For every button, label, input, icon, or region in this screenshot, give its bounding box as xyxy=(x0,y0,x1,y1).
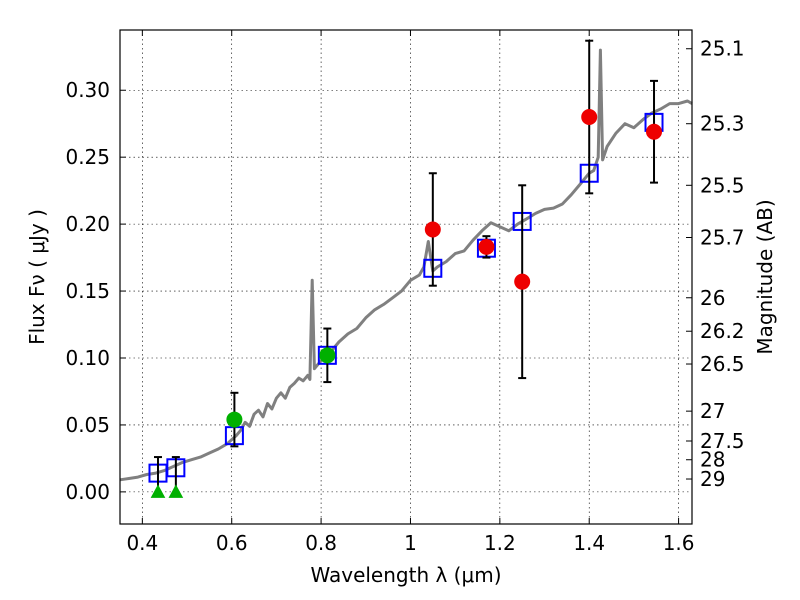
plot-frame xyxy=(119,29,693,525)
observed-point xyxy=(646,123,663,140)
y-tick-label: 0.25 xyxy=(65,145,110,169)
x-tick-label: 1.2 xyxy=(484,531,516,555)
series-model-sed xyxy=(119,48,693,482)
observed-point xyxy=(226,411,243,428)
right-axis-label: Magnitude (AB) xyxy=(753,199,777,354)
model-sed-line xyxy=(119,48,693,482)
right-tick-label: 25.7 xyxy=(700,226,745,250)
x-tick-label: 1 xyxy=(404,531,417,555)
right-tick-label: 25.3 xyxy=(700,112,745,136)
x-tick-label: 1.4 xyxy=(573,531,605,555)
y-tick-label: 0.05 xyxy=(65,413,110,437)
series-observed-wfc3-ir- xyxy=(424,39,663,380)
y-tick-label: 0.30 xyxy=(65,78,110,102)
series-observed-ground-acs- xyxy=(226,327,336,448)
y-tick-label: 0.15 xyxy=(65,279,110,303)
x-tick-label: 0.4 xyxy=(126,531,158,555)
right-tick-label: 26.2 xyxy=(700,319,745,343)
plot-series xyxy=(119,39,693,498)
series-upper-limits xyxy=(150,456,184,498)
series-model-photometry xyxy=(148,112,664,483)
x-axis-label: Wavelength λ (μm) xyxy=(310,563,501,587)
observed-point xyxy=(424,221,441,238)
grid-lines xyxy=(120,30,692,524)
y-axis-label: Flux Fν ( μJy ) xyxy=(25,209,49,345)
observed-point xyxy=(478,238,495,255)
right-tick-label: 26 xyxy=(700,286,725,310)
y-tick-label: 0.00 xyxy=(65,480,110,504)
x-tick-label: 0.8 xyxy=(305,531,337,555)
observed-point xyxy=(319,347,336,364)
upper-limit-marker xyxy=(150,484,166,498)
right-tick-label: 29 xyxy=(700,467,725,491)
y-tick-label: 0.10 xyxy=(65,346,110,370)
observed-point xyxy=(514,273,531,290)
right-tick-label: 25.1 xyxy=(700,37,745,61)
right-tick-label: 27.5 xyxy=(700,429,745,453)
right-tick-label: 28 xyxy=(700,448,725,472)
observed-point xyxy=(581,109,598,126)
right-tick-label: 25.5 xyxy=(700,173,745,197)
x-tick-label: 0.6 xyxy=(216,531,248,555)
x-tick-label: 1.6 xyxy=(663,531,695,555)
upper-limit-marker xyxy=(168,484,184,498)
y-tick-label: 0.20 xyxy=(65,212,110,236)
axis-ticks: 0.4 0.6 0.8 1 1.2 1.4 1.6 0.00 0.05 0.10 0.15 0.20 0… xyxy=(65,30,745,555)
right-tick-label: 27 xyxy=(700,399,725,423)
right-tick-label: 26.5 xyxy=(700,352,745,376)
